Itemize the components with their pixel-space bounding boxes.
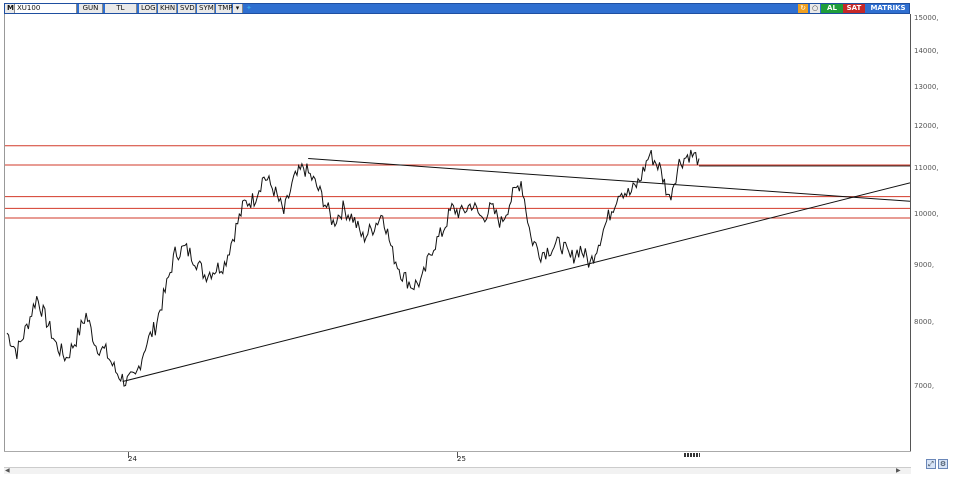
scroll-right-arrow-icon[interactable]: ▶	[896, 467, 901, 474]
price-chart-area[interactable]	[4, 14, 911, 451]
bird-icon[interactable]: ✦	[244, 4, 252, 13]
zoom-fit-icon[interactable]: ⤢	[926, 459, 936, 469]
price-tick: 8000,	[914, 318, 935, 326]
buy-button[interactable]: AL	[821, 4, 843, 13]
search-icon[interactable]: ○	[810, 4, 820, 13]
sell-button[interactable]: SAT	[843, 4, 865, 13]
khn-button[interactable]: KHN	[158, 4, 177, 13]
price-tick: 14000,	[914, 47, 939, 55]
time-label-24: 24	[128, 455, 137, 463]
refresh-icon[interactable]: ↻	[798, 4, 808, 13]
brand-label: MATRIKS	[867, 4, 909, 13]
currency-button[interactable]: TL	[105, 4, 137, 13]
time-tick	[128, 452, 129, 458]
sym-button[interactable]: SYM	[197, 4, 215, 13]
price-chart[interactable]	[5, 14, 911, 451]
trendline-1[interactable]	[308, 157, 911, 202]
price-tick: 11000,	[914, 164, 939, 172]
time-cursor-marker	[684, 453, 700, 457]
log-button[interactable]: LOG	[139, 4, 157, 13]
symbol-field[interactable]: XU100	[15, 4, 77, 13]
price-tick: 15000,	[914, 14, 939, 22]
price-tick: 13000,	[914, 83, 939, 91]
triangle-down-icon[interactable]: ▾	[233, 4, 243, 13]
trendline-0[interactable]	[122, 182, 911, 383]
chart-toolbar: M XU100 GUN TL LOG KHN SVD SYM TMP ▾ ✦ ↻…	[4, 3, 910, 14]
price-series-line	[6, 149, 700, 387]
price-tick: 12000,	[914, 122, 939, 130]
time-axis[interactable]: 24 25	[4, 451, 911, 468]
time-label-25: 25	[457, 455, 466, 463]
scroll-left-arrow-icon[interactable]: ◀	[5, 467, 10, 474]
price-tick: 9000,	[914, 261, 935, 269]
settings-icon[interactable]: ⚙	[938, 459, 948, 469]
price-tick: 10000,	[914, 210, 939, 218]
period-button[interactable]: GUN	[79, 4, 103, 13]
svd-button[interactable]: SVD	[178, 4, 196, 13]
tmp-button[interactable]: TMP	[216, 4, 233, 13]
time-tick	[457, 452, 458, 458]
price-axis[interactable]: 15000, 14000, 13000, 12000, 11000, 10000…	[911, 14, 960, 451]
menu-button[interactable]: M	[5, 4, 15, 13]
horizontal-scrollbar[interactable]	[4, 467, 911, 474]
price-tick: 7000,	[914, 382, 935, 390]
